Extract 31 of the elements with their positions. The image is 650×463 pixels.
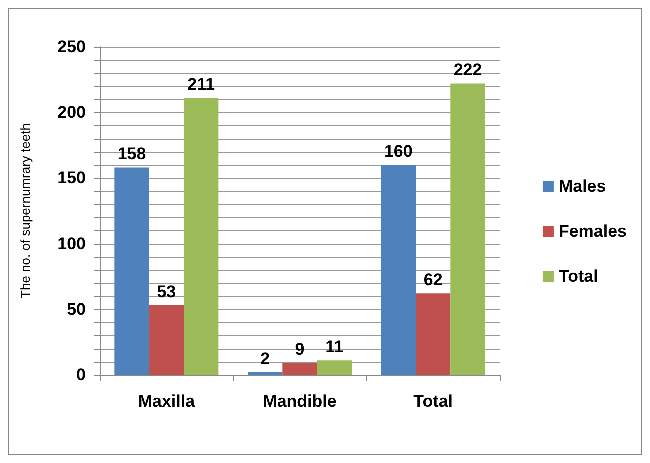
data-label: 9 [295,340,305,360]
y-axis-title: The no. of supernumrary teeth [18,124,33,298]
legend-label: Females [558,222,628,241]
x-tick-label: Mandible [263,392,337,411]
bar [248,372,283,375]
x-tick-label: Maxilla [138,392,196,411]
y-tick-label: 0 [76,366,86,384]
bar [381,165,416,375]
y-tick-label: 50 [67,300,86,319]
y-tick-label: 250 [58,38,86,56]
y-tick-label: 150 [58,168,86,188]
bar [114,168,150,375]
bar [450,84,486,375]
data-label: 2 [260,349,270,368]
data-label: 11 [326,338,344,357]
bar [317,360,352,375]
data-label: 158 [118,144,146,164]
bar [149,305,184,375]
y-tick-label: 200 [58,103,86,122]
bar [416,294,451,375]
bar [282,363,318,375]
data-label: 62 [424,270,443,290]
legend-label: Males [558,177,606,196]
data-label: 160 [384,142,413,162]
legend-label: Total [558,267,598,286]
data-label: 211 [188,75,216,94]
y-tick-label: 100 [58,234,86,254]
data-label: 53 [157,282,176,302]
bar [184,98,219,375]
x-tick-label: Total [414,392,454,411]
data-label: 222 [454,60,482,80]
